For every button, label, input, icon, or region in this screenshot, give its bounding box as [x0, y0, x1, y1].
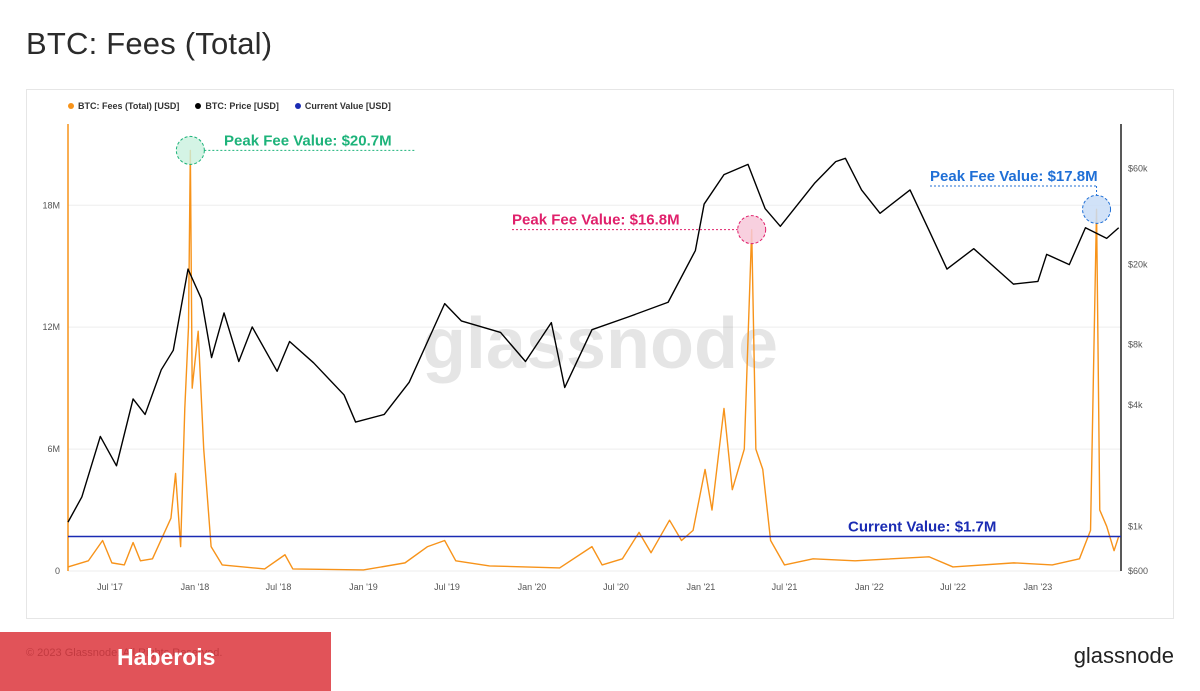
y-left-tick-label: 12M [42, 322, 60, 332]
peak-marker [1082, 194, 1112, 224]
x-tick-label: Jul '18 [266, 582, 292, 592]
y-left-tick-label: 0 [55, 566, 60, 576]
peak-marker [737, 215, 767, 245]
peak-label: Peak Fee Value: $20.7M [224, 132, 392, 149]
peak-label: Peak Fee Value: $16.8M [512, 212, 680, 229]
legend-label: BTC: Fees (Total) [USD] [78, 101, 180, 111]
chart-legend: BTC: Fees (Total) [USD] BTC: Price [USD]… [68, 101, 391, 111]
banner-text: Haberois [117, 644, 216, 670]
price-series-line [67, 157, 1120, 523]
copyright-text: © 2023 Glassnode. All Rights Reserved. [26, 647, 223, 659]
current-value-label: Current Value: $1.7M [848, 518, 996, 535]
peak-label: Peak Fee Value: $17.8M [930, 168, 1098, 185]
legend-dot-icon [294, 103, 301, 109]
x-tick-label: Jan '21 [687, 582, 716, 592]
y-right-tick-label: $600 [1128, 566, 1148, 576]
y-left-tick-label: 18M [42, 200, 60, 210]
x-tick-label: Jul '19 [434, 582, 460, 592]
legend-label: Current Value [USD] [304, 101, 391, 111]
fees-series-line [67, 149, 1120, 571]
legend-item-fees[interactable]: BTC: Fees (Total) [USD] [68, 101, 179, 111]
y-right-tick-label: $20k [1128, 260, 1148, 270]
x-tick-label: Jan '20 [518, 582, 547, 592]
x-tick-label: Jul '17 [97, 582, 123, 592]
legend-item-current[interactable]: Current Value [USD] [294, 101, 391, 111]
legend-label: BTC: Price [USD] [205, 101, 279, 111]
y-right-tick-label: $8k [1128, 340, 1143, 350]
page-title: BTC: Fees (Total) [26, 26, 273, 61]
x-tick-label: Jul '21 [772, 582, 798, 592]
peak-marker [175, 135, 205, 165]
legend-dot-icon [195, 103, 202, 109]
y-right-tick-label: $4k [1128, 400, 1143, 410]
x-tick-label: Jul '22 [940, 582, 966, 592]
banner [0, 632, 331, 691]
x-tick-label: Jan '23 [1024, 582, 1053, 592]
x-tick-label: Jan '18 [181, 582, 210, 592]
chart-frame [26, 89, 1174, 619]
x-tick-label: Jul '20 [603, 582, 629, 592]
y-right-tick-label: $60k [1128, 164, 1148, 174]
y-left-tick-label: 6M [47, 444, 60, 454]
legend-item-price[interactable]: BTC: Price [USD] [195, 101, 279, 111]
x-tick-label: Jan '19 [349, 582, 378, 592]
brand-logo: glassnode [1073, 643, 1174, 668]
y-right-tick-label: $1k [1128, 521, 1143, 531]
legend-dot-icon [68, 103, 74, 109]
x-tick-label: Jan '22 [855, 582, 884, 592]
watermark: glassnode [422, 304, 778, 384]
